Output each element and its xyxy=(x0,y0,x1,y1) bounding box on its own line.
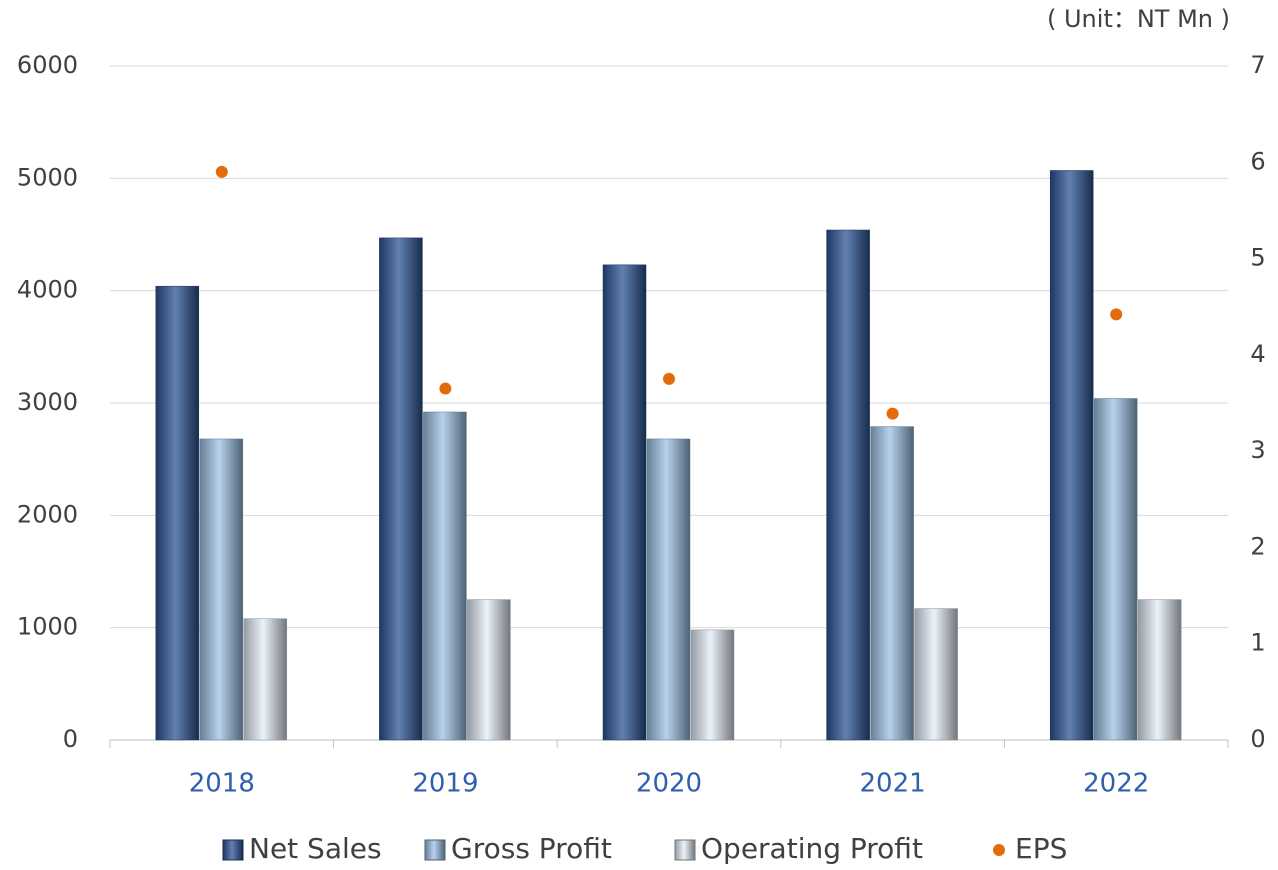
y-tick-label: 3000 xyxy=(17,388,78,416)
legend-marker xyxy=(674,839,696,861)
y2-tick-label: 2 xyxy=(1250,532,1265,560)
bar xyxy=(467,599,511,741)
bar xyxy=(379,237,423,741)
bar xyxy=(602,264,647,741)
y2-tick-label: 0 xyxy=(1250,725,1265,753)
y2-tick-label: 3 xyxy=(1250,436,1265,464)
y2-tick-label: 4 xyxy=(1250,340,1265,368)
legend-label: Net Sales xyxy=(249,832,382,865)
x-tick-label: 2019 xyxy=(412,769,478,799)
bar xyxy=(870,426,914,741)
bar xyxy=(826,229,870,741)
y-tick-label: 5000 xyxy=(17,163,78,191)
legend-label: Operating Profit xyxy=(701,832,923,865)
y-tick-label: 0 xyxy=(63,725,78,753)
eps-point xyxy=(215,165,228,178)
bar xyxy=(199,438,244,741)
x-tick-label: 2022 xyxy=(1083,769,1149,799)
y2-tick-label: 7 xyxy=(1250,51,1265,79)
legend-marker xyxy=(424,839,446,861)
y-tick-label: 2000 xyxy=(17,500,78,528)
eps-point xyxy=(663,372,675,385)
bar xyxy=(914,608,958,741)
bar xyxy=(1049,170,1094,741)
legend-marker xyxy=(993,844,1005,856)
bar xyxy=(423,411,467,741)
x-tick-label: 2020 xyxy=(636,769,702,799)
y-tick-label: 6000 xyxy=(17,51,78,79)
legend-label: EPS xyxy=(1015,832,1067,865)
eps-point xyxy=(886,407,899,420)
bar xyxy=(155,285,200,741)
bar xyxy=(1093,398,1138,741)
eps-point xyxy=(1110,308,1123,321)
legend-label: Gross Profit xyxy=(451,832,612,865)
bar xyxy=(243,618,288,741)
y2-tick-label: 6 xyxy=(1250,147,1265,175)
bar xyxy=(1137,599,1182,741)
y-tick-label: 1000 xyxy=(17,613,78,641)
y2-tick-label: 5 xyxy=(1250,244,1265,272)
y2-tick-label: 1 xyxy=(1250,629,1265,657)
x-tick-label: 2021 xyxy=(860,769,926,799)
bar xyxy=(690,629,735,741)
legend-marker xyxy=(222,839,244,861)
x-tick-label: 2018 xyxy=(189,769,255,799)
bar xyxy=(646,438,691,741)
eps-point xyxy=(439,382,452,395)
unit-note: ( Unit：NT Mn ) xyxy=(1047,5,1230,33)
y-tick-label: 4000 xyxy=(17,276,78,304)
